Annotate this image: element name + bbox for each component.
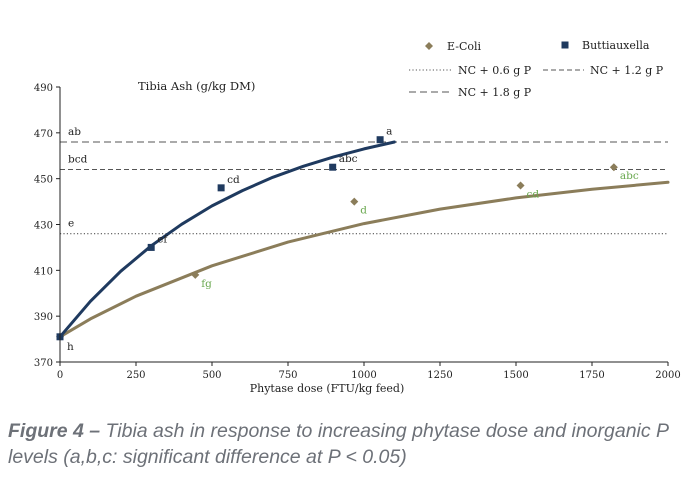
y-tick-label-7: 490	[34, 83, 53, 94]
x-tick-label-3: 500	[202, 370, 221, 381]
x-tick-label-2: 250	[126, 370, 145, 381]
legend: E-Coli Buttiauxella NC + 0.6 g P NC + 1.2 g…	[409, 39, 664, 99]
x-tick-label-1: 0	[57, 370, 63, 381]
chart-title: Tibia Ash (g/kg DM)	[138, 79, 255, 93]
x-tick-label-7: 1500	[503, 370, 528, 381]
legend-label-ref-1: NC + 0.6 g P	[458, 64, 532, 77]
data-label-s2-2: ef	[157, 233, 168, 245]
y-tick-label-6: 470	[34, 129, 53, 140]
data-label-s1-2: fg	[201, 278, 212, 290]
data-point-s1-5	[609, 163, 618, 172]
y-tick-label-1: 370	[34, 358, 53, 369]
y-tick-label-2: 390	[34, 312, 53, 323]
y-tick-label-4: 430	[34, 221, 53, 232]
x-tick-label-9: 2000	[655, 370, 680, 381]
data-label-s1-3: d	[360, 205, 367, 217]
reference-line-label-3: ab	[68, 126, 81, 138]
data-point-s2-5	[376, 136, 384, 144]
data-point-s1-2	[191, 270, 200, 279]
data-label-s2-5: a	[386, 126, 392, 138]
legend-label-buttiauxella: Buttiauxella	[582, 39, 650, 52]
x-tick-label-5: 1000	[351, 370, 376, 381]
legend-label-ref-2: NC + 1.2 g P	[590, 64, 664, 77]
y-tick-label-5: 450	[34, 175, 53, 186]
trendline-2	[58, 140, 396, 339]
caption-prefix: Figure 4 –	[8, 420, 101, 442]
legend-marker-buttiauxella	[561, 41, 569, 49]
data-point-s1-3	[350, 197, 359, 206]
data-label-s2-1: h	[67, 341, 74, 353]
legend-label-ecoli: E-Coli	[447, 40, 482, 53]
legend-marker-ecoli	[425, 42, 433, 50]
data-label-s2-4: abc	[339, 153, 358, 165]
caption-text: Tibia ash in response to increasing phyt…	[8, 420, 669, 468]
axes: 370 390 410 430 450 470 490 0 250 500 750 1000 1250 1…	[34, 83, 681, 381]
data-point-s2-2	[147, 243, 155, 251]
trendline-1	[58, 180, 670, 339]
x-tick-label-8: 1750	[579, 370, 604, 381]
tibia-ash-chart: e bcd ab fg d cd abc h ef cd abc a 370 390 410 430 450 4…	[34, 39, 681, 395]
x-axis-label: Phytase dose (FTU/kg feed)	[250, 382, 405, 395]
legend-label-ref-3: NC + 1.8 g P	[458, 86, 532, 99]
data-label-s1-5: abc	[620, 170, 639, 182]
plot-area: e bcd ab fg d cd abc h ef cd abc a	[56, 126, 670, 353]
data-label-s2-3: cd	[227, 174, 240, 186]
figure-caption: Figure 4 – Tibia ash in response to incr…	[8, 418, 688, 470]
reference-line-label-1: e	[68, 218, 74, 230]
data-label-s1-4: cd	[527, 189, 540, 201]
reference-line-label-2: bcd	[68, 154, 88, 166]
data-point-s2-3	[217, 184, 225, 192]
x-tick-label-6: 1250	[427, 370, 452, 381]
data-point-s2-4	[329, 163, 337, 171]
x-tick-label-4: 750	[278, 370, 297, 381]
data-point-s1-4	[516, 181, 525, 190]
y-tick-label-3: 410	[34, 266, 53, 277]
